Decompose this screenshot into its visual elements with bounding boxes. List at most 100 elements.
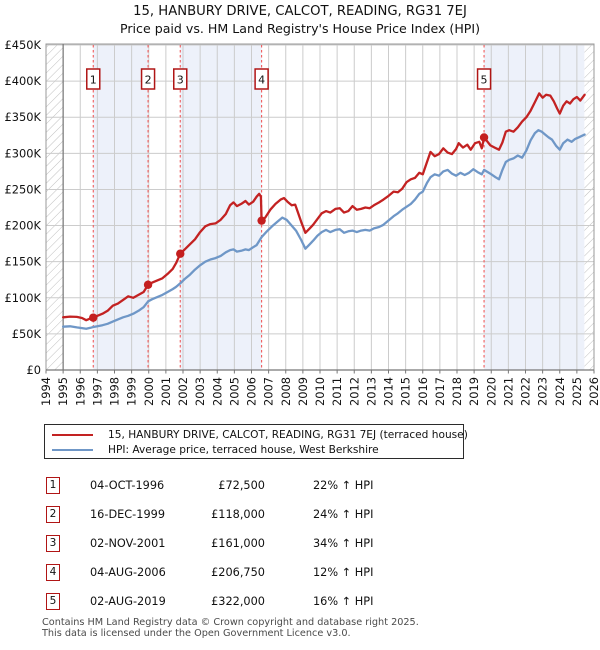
sale-date: 04-AUG-2006: [90, 566, 166, 579]
x-axis-label: 1998: [108, 377, 122, 406]
x-axis-label: 2026: [587, 377, 600, 406]
sale-point-marker: [479, 133, 489, 142]
sale-row: 4 04-AUG-2006 £206,750 12% ↑ HPI: [0, 562, 600, 591]
x-axis-label: 2015: [399, 377, 413, 406]
sale-number-badge: 1: [46, 477, 60, 494]
x-axis-label: 1997: [90, 377, 104, 406]
legend-row-hpi: HPI: Average price, terraced house, West…: [45, 442, 463, 457]
legend-label: 15, HANBURY DRIVE, CALCOT, READING, RG31…: [108, 428, 468, 441]
sale-price: £322,000: [211, 595, 265, 608]
x-axis-label: 2007: [262, 377, 276, 406]
x-axis-label: 2002: [176, 377, 190, 406]
sale-vs-hpi: 16% ↑ HPI: [313, 595, 374, 608]
x-axis-label: 2019: [467, 377, 481, 406]
legend-line-swatch: [52, 433, 93, 436]
x-axis-label: 2025: [570, 377, 584, 406]
x-axis-label: 2023: [536, 377, 550, 406]
shaded-band: [93, 44, 149, 370]
sale-row: 5 02-AUG-2019 £322,000 16% ↑ HPI: [0, 591, 600, 620]
chart-legend: 15, HANBURY DRIVE, CALCOT, READING, RG31…: [44, 424, 468, 459]
sale-number-badge: 5: [46, 593, 60, 610]
chart-title: 15, HANBURY DRIVE, CALCOT, READING, RG31…: [133, 4, 467, 19]
sale-date: 02-AUG-2019: [90, 595, 166, 608]
license-footer: Contains HM Land Registry data © Crown c…: [42, 617, 419, 639]
x-axis-label: 1995: [56, 377, 70, 406]
y-axis-label: £200K: [5, 219, 42, 233]
y-axis-label: £150K: [5, 255, 42, 269]
sale-number-label: 4: [258, 74, 265, 87]
sale-price: £72,500: [218, 479, 265, 492]
y-axis-label: £250K: [5, 182, 42, 196]
sale-point-marker: [257, 216, 266, 225]
sale-number-box: [254, 68, 269, 90]
sale-number-box: [476, 68, 492, 90]
x-axis-label: 2016: [416, 377, 430, 406]
sale-point-marker: [89, 313, 98, 322]
x-axis-label: 2024: [553, 377, 567, 406]
x-axis-label: 2018: [450, 377, 464, 406]
x-axis-label: 2021: [501, 377, 515, 406]
y-axis-label: £0: [27, 363, 42, 377]
x-axis-label: 2006: [245, 377, 259, 406]
sale-price: £118,000: [211, 508, 265, 521]
x-axis-label: 2000: [142, 377, 156, 406]
sale-number-badge: 3: [46, 535, 60, 552]
legend-row-property: 15, HANBURY DRIVE, CALCOT, READING, RG31…: [45, 427, 468, 442]
sale-date: 16-DEC-1999: [90, 508, 166, 521]
legend-line-swatch: [52, 448, 93, 451]
y-axis-label: £400K: [5, 74, 42, 88]
sale-row: 2 16-DEC-1999 £118,000 24% ↑ HPI: [0, 504, 600, 533]
x-axis-label: 2010: [313, 377, 327, 406]
y-axis-label: £450K: [5, 38, 42, 52]
y-axis-label: £100K: [5, 291, 42, 305]
x-axis-label: 2012: [347, 377, 361, 406]
sale-vs-hpi: 34% ↑ HPI: [313, 537, 374, 550]
price-history-chart: 1 2 3 4 5 £0 £50K £100K £150K £200K £250K £300K £350…: [5, 38, 600, 406]
sale-number-box: [140, 68, 156, 90]
x-axis-label: 2014: [382, 377, 396, 406]
x-axis-label: 2001: [159, 377, 173, 406]
x-axis-label: 1996: [73, 377, 87, 406]
legend-label: HPI: Average price, terraced house, West…: [108, 443, 379, 456]
hpi-line: [61, 129, 586, 330]
sale-point-marker: [176, 249, 185, 258]
x-axis-label: 1994: [39, 377, 53, 406]
sale-number-label: 1: [90, 74, 97, 87]
x-axis-label: 2011: [330, 377, 344, 406]
sales-table: 1 04-OCT-1996 £72,500 22% ↑ HPI 2 16-DEC-1999…: [0, 475, 600, 620]
sale-row: 1 04-OCT-1996 £72,500 22% ↑ HPI: [0, 475, 600, 504]
x-axis-label: 2013: [364, 377, 378, 406]
x-axis-label: 2005: [227, 377, 241, 406]
sale-number-label: 5: [481, 74, 488, 87]
x-axis-label: 1999: [125, 377, 139, 406]
y-axis-label: £350K: [5, 110, 42, 124]
chart-subtitle: Price paid vs. HM Land Registry's House …: [119, 21, 481, 36]
no-data-hatch: [46, 44, 64, 370]
sale-number-badge: 2: [46, 506, 60, 523]
x-axis-label: 2017: [433, 377, 447, 406]
sale-date: 02-NOV-2001: [90, 537, 166, 550]
x-axis-label: 2020: [484, 377, 498, 406]
sale-date: 04-OCT-1996: [90, 479, 165, 492]
footer-line-2: This data is licensed under the Open Gov…: [42, 627, 351, 639]
sale-row: 3 02-NOV-2001 £161,000 34% ↑ HPI: [0, 533, 600, 562]
y-axis-label: £300K: [5, 146, 42, 160]
sale-vs-hpi: 24% ↑ HPI: [313, 508, 374, 521]
sale-number-label: 3: [177, 74, 184, 87]
sale-vs-hpi: 12% ↑ HPI: [313, 566, 374, 579]
sale-number-label: 2: [145, 74, 152, 87]
x-axis-label: 2004: [210, 377, 224, 406]
sale-number-badge: 4: [46, 564, 60, 581]
sale-vs-hpi: 22% ↑ HPI: [313, 479, 374, 492]
shaded-band: [484, 44, 585, 370]
sale-point-marker: [143, 280, 153, 289]
no-data-hatch: [584, 44, 594, 370]
property-price-line: [61, 92, 586, 322]
x-axis-label: 2022: [519, 377, 533, 406]
sale-number-box: [173, 68, 188, 90]
sale-number-box: [86, 68, 101, 90]
y-axis-label: £50K: [12, 327, 42, 341]
sale-price: £161,000: [211, 537, 265, 550]
sale-price: £206,750: [211, 566, 265, 579]
